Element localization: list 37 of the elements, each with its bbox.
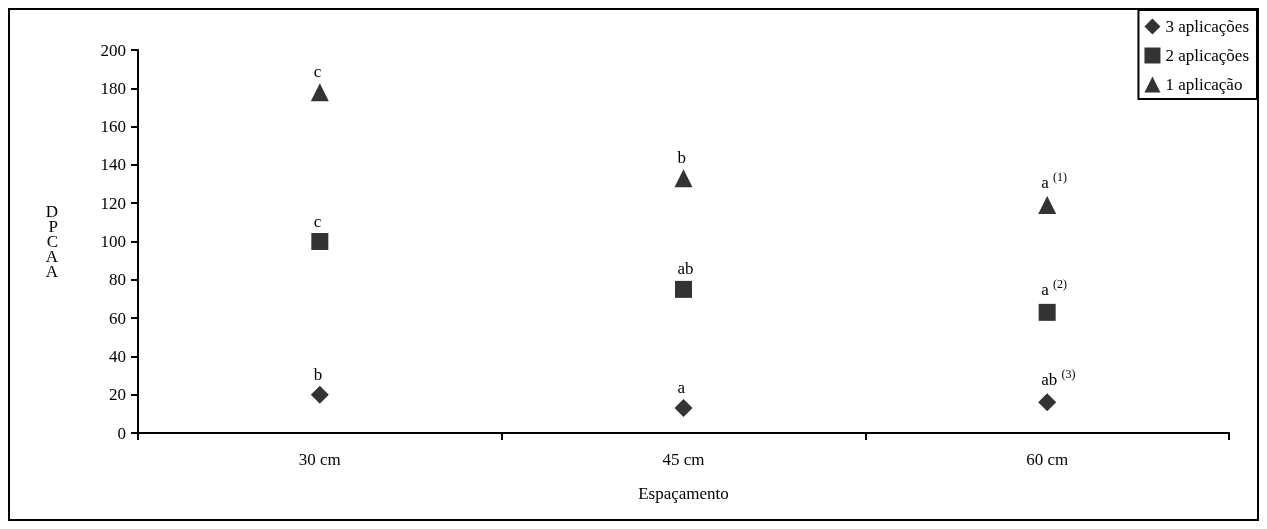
point [310,385,329,404]
annotation: ab [677,259,694,279]
annotation: a (1) [1041,170,1067,192]
x-tick-label: 45 cm [662,450,705,469]
annotation: c [313,62,322,82]
point [1038,393,1057,412]
annotation: b [677,148,686,168]
x-tick-label: 60 cm [1026,450,1069,469]
legend-label: 2 aplicações [1165,46,1250,65]
point [1038,303,1056,321]
y-tick-label: 180 [100,78,126,98]
y-tick-label: 120 [100,193,126,213]
point [311,233,329,250]
y-tick-label: 160 [100,117,126,137]
x-tick-label: 30 cm [298,450,341,469]
y-tick-label: 140 [100,155,126,175]
y-tick-label: 40 [109,346,126,366]
legend-label: 3 aplicações [1165,17,1250,36]
point [674,169,693,188]
annotation: ab (3) [1041,367,1076,389]
y-tick-label: 200 [100,40,126,60]
y-tick-label: 0 [117,423,126,443]
point [674,399,693,418]
annotation: c [313,211,322,231]
y-tick-label: 100 [100,232,126,251]
annotation: a (2) [1041,277,1067,299]
y-tick-label: 80 [109,270,126,290]
y-axis-title: DPCAA [45,202,59,281]
point [1038,196,1057,215]
annotation: a [677,378,686,398]
x-axis-title: Espaçamento [638,484,729,503]
point [310,83,329,102]
annotation: b [313,364,323,384]
y-tick-label: 20 [109,385,126,405]
legend-label: 1 aplicação [1165,75,1243,94]
y-tick-label: 60 [109,308,126,328]
point [675,280,692,298]
